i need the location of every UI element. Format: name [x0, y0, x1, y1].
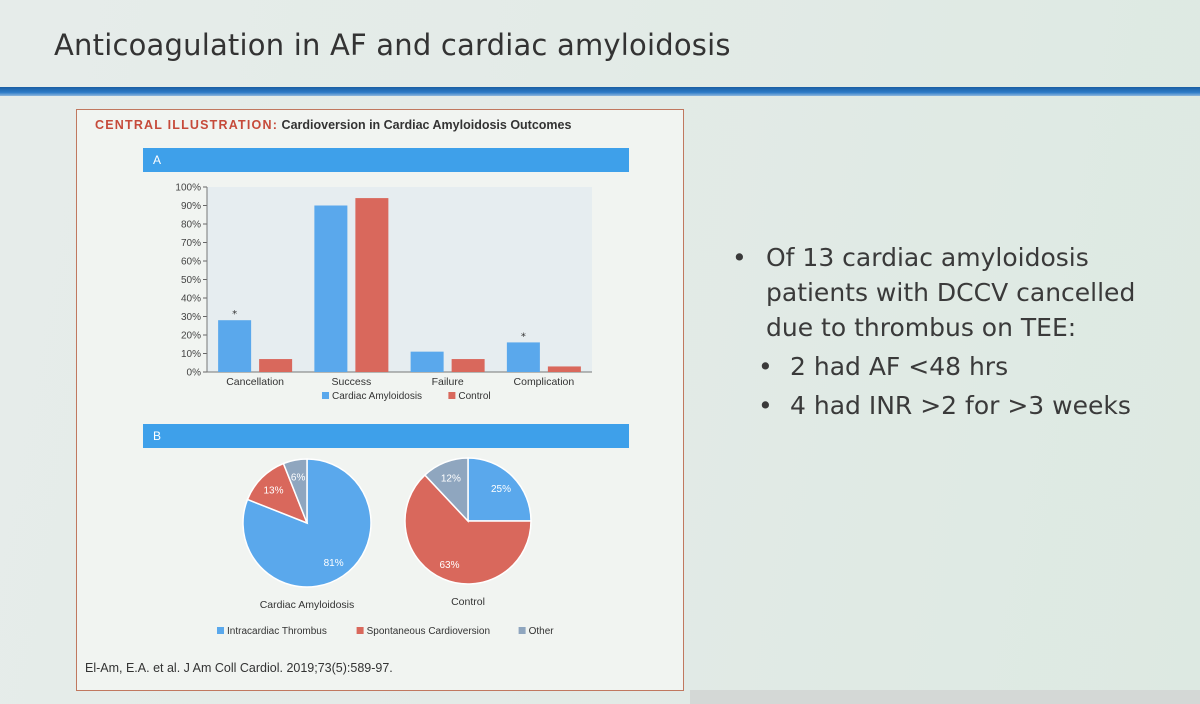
significance-marker: * — [232, 309, 237, 320]
figure-header: CENTRAL ILLUSTRATION: Cardioversion in C… — [95, 118, 571, 132]
legend-label: Control — [458, 391, 490, 402]
plot-area — [207, 187, 592, 372]
slide-title: Anticoagulation in AF and cardiac amyloi… — [54, 28, 731, 62]
pie-slice — [423, 457, 469, 523]
legend-swatch — [518, 627, 526, 634]
bar-amyloidosis — [218, 320, 252, 372]
bullet-sub-1: • 2 had AF <48 hrs — [732, 349, 1172, 384]
bullet-sub-2: • 4 had INR >2 for >3 weeks — [732, 388, 1172, 423]
panel-b-header: B — [143, 424, 629, 448]
x-category-label: Failure — [432, 376, 464, 388]
citation: El-Am, E.A. et al. J Am Coll Cardiol. 20… — [85, 661, 393, 675]
bar-control — [451, 359, 485, 372]
pie-slice — [467, 457, 532, 522]
pie-title: Control — [451, 596, 485, 608]
bullet-main-text: Of 13 cardiac amyloidosis patients with … — [766, 243, 1136, 342]
bar-amyloidosis — [410, 351, 444, 372]
legend-label: Intracardiac Thrombus — [227, 626, 327, 637]
legend-swatch — [322, 392, 329, 399]
bullet-list: • Of 13 cardiac amyloidosis patients wit… — [732, 240, 1172, 423]
legend-label: Cardiac Amyloidosis — [332, 391, 422, 402]
y-tick-label: 50% — [181, 275, 201, 286]
significance-marker: * — [521, 331, 526, 342]
legend-label: Spontaneous Cardioversion — [367, 626, 490, 637]
pie-title: Cardiac Amyloidosis — [260, 599, 355, 611]
pie-slice — [404, 474, 532, 585]
y-tick-label: 80% — [181, 220, 201, 231]
central-illustration: CENTRAL ILLUSTRATION: Cardioversion in C… — [76, 109, 684, 691]
bar-control — [547, 366, 581, 372]
y-tick-label: 100% — [175, 183, 201, 194]
legend-swatch — [217, 627, 224, 634]
bullet-dot-icon: • — [758, 352, 773, 381]
bar-amyloidosis — [506, 342, 540, 372]
bar-amyloidosis — [314, 205, 348, 372]
bullet-dot-icon: • — [758, 391, 773, 420]
screen-edge — [690, 690, 1200, 704]
x-category-label: Success — [332, 376, 372, 388]
pie-slice — [282, 458, 308, 524]
bullet-dot-icon: • — [732, 243, 747, 272]
pie-slice-label: 13% — [264, 486, 284, 497]
pie-slice-label: 6% — [291, 472, 306, 483]
y-tick-label: 30% — [181, 312, 201, 323]
legend-swatch — [356, 627, 364, 634]
y-tick-label: 60% — [181, 257, 201, 268]
pie-slice-label: 25% — [491, 484, 511, 495]
pie-slice-label: 12% — [441, 474, 461, 485]
y-tick-label: 70% — [181, 238, 201, 249]
y-tick-label: 90% — [181, 201, 201, 212]
title-divider — [0, 87, 1200, 96]
y-tick-label: 0% — [187, 368, 202, 379]
bar-control — [355, 198, 389, 372]
y-tick-label: 10% — [181, 349, 201, 360]
bullet-sub-text: 4 had INR >2 for >3 weeks — [790, 391, 1131, 420]
bullet-sub-text: 2 had AF <48 hrs — [790, 352, 1009, 381]
x-category-label: Complication — [514, 376, 575, 388]
y-tick-label: 20% — [181, 331, 201, 342]
legend-label: Other — [529, 626, 555, 637]
chart-canvas: 0% 10% 20% 30% 40% 50% 60% 70% 80% 90% 100% * Cancel… — [175, 183, 592, 637]
x-category-label: Cancellation — [226, 376, 284, 388]
pie-slice-label: 81% — [324, 558, 344, 569]
y-tick-label: 40% — [181, 294, 201, 305]
bar-control — [259, 359, 293, 372]
panel-a-header: A — [143, 148, 629, 172]
pie-slice-label: 63% — [439, 560, 459, 571]
figure-header-label: CENTRAL ILLUSTRATION: — [95, 118, 279, 132]
figure-header-title: Cardioversion in Cardiac Amyloidosis Out… — [281, 118, 572, 132]
bullet-main: • Of 13 cardiac amyloidosis patients wit… — [732, 240, 1172, 345]
legend-swatch — [448, 392, 456, 399]
